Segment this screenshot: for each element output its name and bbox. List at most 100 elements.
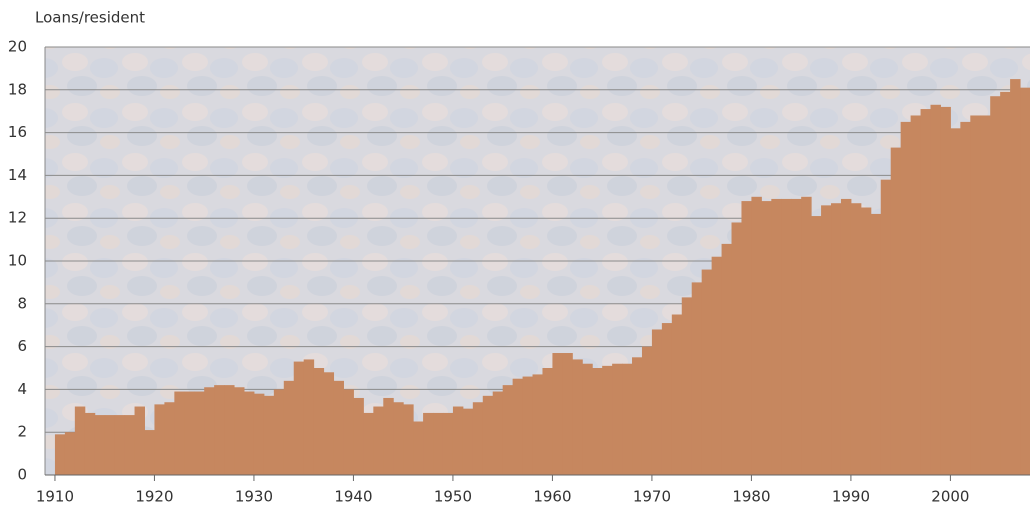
area-step bbox=[950, 128, 961, 475]
y-tick-label: 2 bbox=[17, 423, 27, 441]
area-step bbox=[671, 314, 683, 475]
area-step bbox=[572, 359, 583, 475]
area-step bbox=[552, 353, 563, 475]
area-step bbox=[890, 147, 902, 475]
x-tick-label: 1920 bbox=[135, 488, 173, 506]
area-step bbox=[741, 201, 752, 475]
x-tick-label: 1910 bbox=[36, 488, 74, 506]
area-step bbox=[164, 402, 175, 475]
area-step bbox=[413, 421, 424, 475]
area-step bbox=[214, 385, 225, 475]
area-step bbox=[353, 397, 364, 475]
area-step bbox=[124, 415, 136, 475]
x-tick-label: 1980 bbox=[732, 488, 770, 506]
area-step bbox=[761, 201, 772, 475]
area-step bbox=[940, 106, 951, 476]
y-tick-label: 12 bbox=[8, 209, 27, 227]
area-step bbox=[831, 203, 842, 475]
area-step bbox=[592, 368, 603, 475]
area-step bbox=[64, 432, 76, 475]
area-step bbox=[850, 203, 862, 475]
y-tick-label: 16 bbox=[8, 123, 27, 141]
area-step bbox=[343, 389, 354, 475]
area-step bbox=[452, 406, 464, 475]
area-step bbox=[691, 282, 703, 475]
area-step bbox=[791, 198, 802, 475]
area-step bbox=[482, 395, 494, 475]
area-step bbox=[821, 205, 832, 476]
area-step bbox=[114, 415, 126, 475]
area-step bbox=[542, 368, 553, 475]
area-step bbox=[472, 402, 484, 475]
area-step bbox=[1010, 79, 1021, 475]
area-step bbox=[403, 404, 414, 475]
area-step bbox=[930, 104, 941, 475]
area-step bbox=[960, 121, 971, 476]
area-step bbox=[423, 412, 434, 475]
area-step bbox=[293, 361, 305, 475]
x-tick-label: 2000 bbox=[931, 488, 969, 506]
x-tick-label: 1950 bbox=[434, 488, 472, 506]
area-step bbox=[492, 391, 504, 475]
area-step bbox=[880, 179, 892, 475]
area-step bbox=[273, 389, 285, 475]
area-step bbox=[303, 359, 315, 475]
area-step bbox=[562, 353, 573, 475]
area-step bbox=[263, 395, 275, 475]
x-tick-label: 1990 bbox=[832, 488, 870, 506]
area-step bbox=[144, 430, 155, 475]
area-step bbox=[870, 213, 882, 476]
area-step bbox=[393, 402, 404, 475]
area-step bbox=[1000, 91, 1011, 475]
y-tick-label: 14 bbox=[8, 166, 27, 184]
y-tick-label: 8 bbox=[17, 294, 27, 312]
area-step bbox=[970, 115, 981, 475]
area-step bbox=[622, 363, 633, 475]
area-step bbox=[462, 408, 474, 475]
area-step bbox=[134, 406, 145, 475]
area-step bbox=[602, 365, 613, 475]
area-step bbox=[661, 323, 673, 475]
area-step bbox=[651, 329, 663, 475]
area-step bbox=[801, 196, 812, 476]
x-tick-label: 1930 bbox=[235, 488, 273, 506]
area-step bbox=[532, 374, 543, 475]
area-step bbox=[980, 115, 991, 475]
area-step bbox=[840, 198, 852, 475]
y-tick-label: 18 bbox=[8, 80, 27, 98]
area-step bbox=[582, 363, 593, 475]
area-step bbox=[184, 391, 195, 475]
area-step bbox=[512, 378, 524, 475]
y-tick-label: 6 bbox=[17, 337, 27, 355]
area-step bbox=[632, 357, 643, 475]
area-step bbox=[751, 196, 762, 476]
area-step bbox=[104, 415, 116, 475]
area-step bbox=[313, 368, 325, 475]
area-step bbox=[781, 198, 792, 475]
area-step bbox=[442, 412, 454, 475]
area-step bbox=[731, 222, 742, 475]
area-step bbox=[860, 207, 872, 475]
area-step bbox=[333, 380, 344, 475]
area-step bbox=[701, 269, 713, 475]
area-step bbox=[681, 297, 693, 475]
area-step bbox=[711, 256, 723, 475]
area-step bbox=[721, 243, 733, 475]
x-tick-label: 1970 bbox=[633, 488, 671, 506]
x-tick-label: 1940 bbox=[334, 488, 372, 506]
area-step bbox=[373, 406, 384, 475]
area-step bbox=[94, 415, 106, 475]
area-step bbox=[224, 385, 235, 475]
area-step bbox=[204, 387, 215, 475]
y-axis-label: Loans/resident bbox=[35, 9, 145, 27]
area-step bbox=[243, 391, 255, 475]
area-step bbox=[253, 393, 265, 475]
area-step bbox=[920, 109, 932, 475]
area-step bbox=[74, 406, 86, 475]
area-step bbox=[54, 434, 66, 475]
area-step bbox=[900, 121, 912, 476]
y-tick-label: 20 bbox=[8, 38, 27, 56]
area-step bbox=[194, 391, 205, 475]
area-step bbox=[1020, 87, 1030, 475]
